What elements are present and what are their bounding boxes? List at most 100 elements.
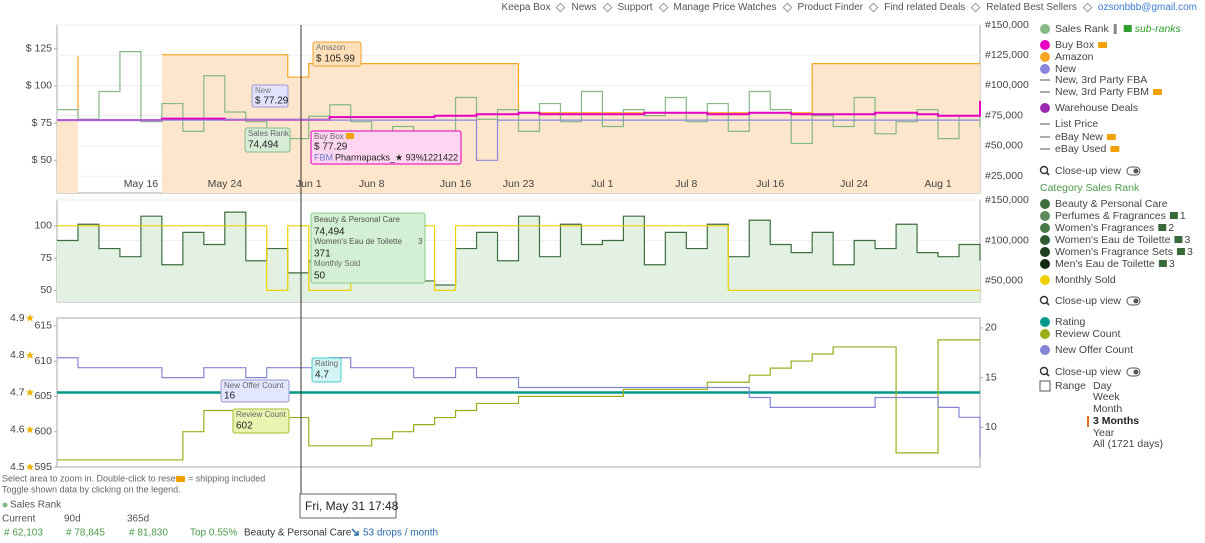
- x-tick-label: Jun 16: [440, 178, 472, 190]
- range-option[interactable]: Month: [1093, 403, 1122, 415]
- tooltip-text: $ 77.29: [314, 142, 348, 153]
- legend-label[interactable]: Buy Box: [1055, 39, 1095, 51]
- y-tick-label: 595: [34, 461, 52, 473]
- legend-label[interactable]: Women's Eau de Toilette: [1055, 234, 1171, 246]
- legend-label[interactable]: New: [1055, 63, 1076, 75]
- y2-tick-label: #75,000: [985, 109, 1023, 121]
- x-tick-label: Jul 8: [675, 178, 697, 190]
- tooltip-text: Sales Rank: [248, 129, 290, 138]
- y-tick-label: 75: [40, 252, 52, 264]
- star-icon: [26, 314, 34, 322]
- star-icon: [26, 351, 34, 359]
- series-line: [57, 211, 981, 286]
- legend-label[interactable]: eBay Used: [1055, 143, 1107, 155]
- closeup-label[interactable]: Close-up view: [1055, 295, 1121, 307]
- y-tick-label: 605: [34, 390, 52, 402]
- shipping-icon: [1152, 89, 1162, 95]
- separator: [868, 2, 879, 13]
- closeup-label[interactable]: Close-up view: [1055, 165, 1121, 177]
- y-tick-label: 100: [34, 220, 52, 232]
- sub-icon: [1158, 224, 1167, 231]
- range-label: Range: [1055, 380, 1086, 392]
- sub-icon: [1176, 248, 1185, 255]
- shipping-icon: [346, 133, 354, 139]
- x-tick-label: Aug 1: [924, 178, 952, 190]
- sub-ranks-link[interactable]: sub-ranks: [1135, 23, 1182, 35]
- star-icon: [26, 463, 34, 471]
- legend-marker: [1040, 64, 1050, 74]
- range-option[interactable]: Week: [1093, 391, 1120, 403]
- footer-text: 365d: [127, 514, 149, 525]
- nav-link[interactable]: Manage Price Watches: [673, 2, 777, 13]
- legend-label[interactable]: eBay New: [1055, 131, 1103, 143]
- legend-marker: [1040, 40, 1050, 50]
- magnifier-icon: [1039, 366, 1049, 376]
- legend-label[interactable]: Perfumes & Fragrances: [1055, 210, 1166, 222]
- legend-label[interactable]: Sales Rank: [1055, 23, 1109, 35]
- legend-marker: [1040, 317, 1050, 327]
- tooltip-text: 4.7: [315, 370, 329, 381]
- nav-link[interactable]: Support: [617, 2, 653, 13]
- legend-label[interactable]: List Price: [1055, 118, 1098, 130]
- legend-label[interactable]: Men's Eau de Toilette: [1055, 258, 1155, 270]
- range-option[interactable]: Day: [1093, 380, 1112, 392]
- y3-tick-label: 4.7: [10, 386, 25, 398]
- legend-label[interactable]: Women's Fragrances: [1055, 222, 1154, 234]
- legend-marker: [1040, 247, 1050, 257]
- tooltip-text: Women's Eau de Toilette: [314, 237, 403, 246]
- tooltip-text: Monthly Sold: [314, 259, 360, 268]
- sort-icon: [1113, 24, 1117, 34]
- legend-marker: [1040, 24, 1050, 34]
- tooltip-text: 16: [224, 391, 236, 402]
- tooltip-box: [311, 357, 342, 383]
- nav-link[interactable]: Find related Deals: [884, 2, 966, 13]
- magnifier-icon: [1045, 171, 1050, 176]
- range-option[interactable]: 3 Months: [1093, 415, 1139, 427]
- y2-tick-label: 15: [985, 371, 997, 383]
- tooltip-text: 602: [236, 421, 253, 432]
- separator: [556, 2, 566, 13]
- footer-text: Toggle shown data by clicking on the leg…: [2, 484, 181, 494]
- legend-label[interactable]: New, 3rd Party FBA: [1055, 74, 1147, 86]
- y-tick-label: 610: [34, 355, 52, 367]
- toggle-knob: [1133, 369, 1139, 375]
- legend-label[interactable]: Monthly Sold: [1055, 274, 1116, 286]
- y-tick-label: 615: [34, 320, 52, 332]
- tooltip-text: 74,494: [248, 140, 279, 151]
- tooltip-text: 74,494: [314, 227, 345, 238]
- tooltip-text: 50: [314, 271, 326, 282]
- x-tick-label: May 24: [208, 178, 243, 190]
- y2-tick-label: #100,000: [985, 234, 1029, 246]
- series-line: [57, 225, 980, 291]
- legend-label[interactable]: Rating: [1055, 316, 1086, 328]
- legend-marker: [1040, 275, 1050, 285]
- legend-label[interactable]: Beauty & Personal Care: [1055, 198, 1168, 210]
- separator: [782, 2, 792, 13]
- legend-label[interactable]: New, 3rd Party FBM: [1055, 86, 1149, 98]
- legend-label[interactable]: Amazon: [1055, 51, 1094, 63]
- range-option[interactable]: Year: [1093, 427, 1115, 439]
- y2-tick-label: #150,000: [985, 194, 1029, 206]
- y-tick-label: $ 100: [26, 80, 52, 92]
- tooltip-text: Beauty & Personal Care: [314, 215, 400, 224]
- tooltip-box: [310, 130, 462, 165]
- nav-link[interactable]: Product Finder: [797, 2, 864, 13]
- nav-link[interactable]: Keepa Box: [501, 2, 551, 13]
- separator: [658, 2, 668, 13]
- legend-marker: [2, 502, 8, 508]
- sitemap-icon: [1123, 25, 1132, 32]
- range-option[interactable]: All (1721 days): [1093, 438, 1163, 450]
- closeup-label[interactable]: Close-up view: [1055, 366, 1121, 378]
- nav-link[interactable]: ozsonbbb@gmail.com: [1097, 2, 1197, 13]
- legend-label[interactable]: Women's Fragrance Sets: [1055, 246, 1173, 258]
- tooltip-text: ★ 93%: [395, 152, 424, 162]
- sub-icon: [1158, 260, 1167, 267]
- nav-link[interactable]: Related Best Sellers: [986, 2, 1077, 13]
- tooltip-box: [244, 127, 291, 153]
- footer-text: 90d: [64, 514, 81, 525]
- legend-label[interactable]: Warehouse Deals: [1055, 102, 1138, 114]
- tooltip-box: [232, 408, 290, 434]
- nav-link[interactable]: News: [571, 2, 597, 13]
- legend-label[interactable]: Review Count: [1055, 328, 1120, 340]
- legend-label[interactable]: New Offer Count: [1055, 344, 1133, 356]
